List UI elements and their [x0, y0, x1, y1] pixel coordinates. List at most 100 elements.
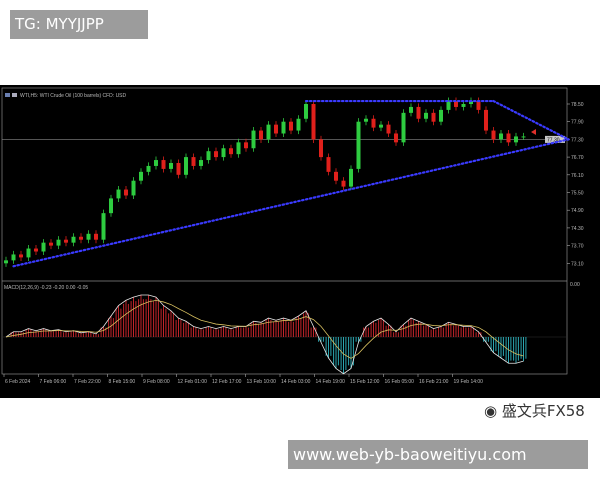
candle-body — [431, 112, 436, 122]
x-tick-label: 16 Feb 21:00 — [419, 379, 449, 385]
macd-line — [5, 294, 524, 375]
y-tick-label: 74.30 — [571, 226, 584, 232]
y-tick-label: 73.70 — [571, 244, 584, 250]
candle-body — [116, 189, 121, 199]
candle-body — [214, 151, 218, 158]
y-tick-label: 77.30 — [571, 137, 584, 143]
candle-body — [251, 130, 256, 149]
candle-body — [304, 104, 308, 119]
candle-body — [469, 101, 473, 104]
candle-body — [146, 165, 151, 172]
y-tick-label: 77.90 — [571, 120, 584, 126]
candle-body — [184, 157, 188, 175]
candle-body — [191, 157, 196, 166]
candle-body — [439, 109, 443, 122]
x-tick-label: 12 Feb 17:00 — [212, 379, 242, 385]
x-tick-label: 12 Feb 01:00 — [178, 379, 208, 385]
candle-body — [229, 148, 233, 155]
candle-body — [401, 112, 406, 143]
candle-body — [446, 101, 451, 110]
x-tick-label: 14 Feb 03:00 — [281, 379, 311, 385]
current-price-label: 77.30 — [547, 137, 560, 143]
x-tick-label: 7 Feb 06:00 — [40, 379, 67, 385]
candle-body — [94, 233, 98, 240]
y-tick-label: 75.50 — [571, 191, 584, 197]
candle-body — [206, 151, 211, 161]
candle-body — [169, 163, 173, 169]
current-price-badge — [545, 135, 565, 143]
candle-body — [424, 112, 428, 119]
candle-body — [461, 104, 466, 107]
y-tick-label: 76.10 — [571, 173, 584, 179]
candle-body — [326, 157, 331, 172]
candle-body — [266, 124, 271, 140]
candle-body — [221, 148, 226, 158]
x-tick-label: 7 Feb 22:00 — [74, 379, 101, 385]
candle-body — [259, 130, 263, 140]
x-tick-label: 8 Feb 15:00 — [109, 379, 136, 385]
candle-body — [26, 248, 31, 258]
chart-title: WTI,H5: WTI Crude Oil (100 barrels) CFD:… — [20, 93, 127, 99]
y-tick-label: 73.10 — [571, 261, 584, 267]
macd-zero-tick: 0.00 — [570, 282, 580, 288]
candle-body — [139, 171, 143, 181]
x-tick-label: 15 Feb 12:00 — [350, 379, 380, 385]
candle-body — [334, 171, 338, 181]
candle-body — [64, 239, 68, 243]
x-tick-label: 13 Feb 10:00 — [247, 379, 277, 385]
candle-body — [409, 106, 413, 113]
chart-svg: WTI,H5: WTI Crude Oil (100 barrels) CFD:… — [1, 87, 584, 385]
x-tick-label: 9 Feb 08:00 — [143, 379, 170, 385]
candle-body — [371, 118, 376, 128]
candle-body — [289, 121, 293, 131]
price-chart: WTI,H5: WTI Crude Oil (100 barrels) CFD:… — [0, 85, 600, 398]
window-icon — [5, 93, 10, 97]
x-tick-label: 6 Feb 2024 — [5, 379, 31, 385]
weibo-watermark: ◉ 盛文兵FX58 — [484, 400, 585, 421]
trendline — [12, 138, 570, 268]
candle-body — [484, 109, 488, 131]
candle-body — [199, 160, 203, 166]
x-tick-label: 16 Feb 05:00 — [385, 379, 415, 385]
candle-body — [521, 136, 526, 138]
candle-body — [296, 118, 301, 131]
candle-body — [154, 160, 158, 166]
candle-body — [11, 254, 16, 261]
candle-body — [491, 130, 496, 140]
candle-body — [476, 101, 481, 110]
candle-body — [19, 254, 23, 258]
x-tick-label: 19 Feb 14:00 — [454, 379, 484, 385]
candle-body — [386, 124, 391, 134]
candle-body — [34, 248, 38, 252]
watermark-bottom: www.web-yb-baoweitiyu.com — [288, 440, 588, 469]
candle-body — [124, 189, 128, 196]
candle-body — [454, 101, 458, 107]
candle-body — [41, 242, 46, 252]
save-icon — [12, 93, 17, 97]
candle-body — [236, 142, 241, 155]
candle-body — [319, 139, 323, 158]
candle-body — [499, 133, 503, 140]
candle-body — [176, 163, 181, 175]
candle-body — [379, 124, 383, 128]
candle-body — [131, 180, 136, 196]
candle-body — [356, 121, 361, 169]
candle-body — [416, 106, 421, 119]
x-tick-label: 14 Feb 19:00 — [316, 379, 346, 385]
watermark-top: TG: MYYJJPP — [10, 10, 148, 39]
candle-body — [394, 133, 398, 143]
y-tick-label: 76.70 — [571, 155, 584, 161]
chart-frame — [1, 87, 568, 375]
candle-body — [506, 133, 511, 143]
y-tick-label: 78.50 — [571, 102, 584, 108]
candle-body — [244, 142, 248, 149]
candle-body — [281, 121, 286, 134]
candle-body — [349, 168, 353, 187]
y-tick-label: 74.90 — [571, 208, 584, 214]
candle-body — [79, 236, 83, 240]
candle-body — [4, 260, 8, 264]
candle-body — [101, 213, 106, 240]
weibo-text: 盛文兵FX58 — [501, 402, 585, 420]
candle-body — [341, 180, 346, 187]
candle-body — [274, 124, 278, 134]
